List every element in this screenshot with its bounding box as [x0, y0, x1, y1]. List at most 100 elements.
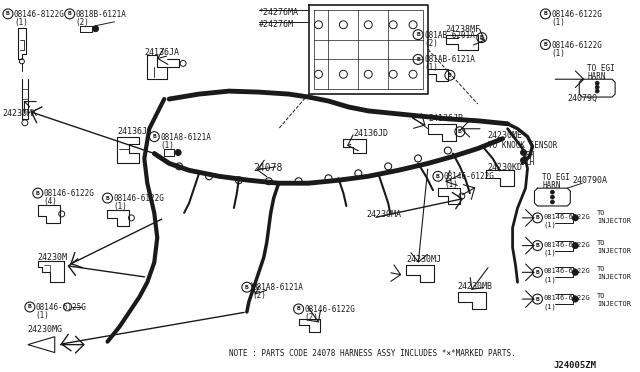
Text: 24079Q: 24079Q	[567, 94, 597, 103]
Text: (1): (1)	[552, 48, 565, 58]
Text: (1): (1)	[552, 18, 565, 27]
Text: (1): (1)	[14, 18, 28, 27]
Text: INJECTOR: INJECTOR	[597, 274, 631, 280]
Circle shape	[93, 26, 99, 32]
Text: *24276MA: *24276MA	[259, 8, 299, 17]
Circle shape	[595, 89, 599, 93]
Text: B: B	[152, 134, 156, 139]
Text: TO: TO	[597, 266, 605, 272]
Text: #24276M: #24276M	[259, 20, 294, 29]
Circle shape	[572, 215, 579, 221]
Text: (1): (1)	[36, 311, 50, 320]
Circle shape	[572, 269, 579, 275]
Text: B: B	[416, 32, 420, 37]
Text: 08146-6122G: 08146-6122G	[552, 41, 602, 49]
Circle shape	[595, 85, 599, 89]
Text: HARN: HARN	[588, 72, 605, 81]
Text: B: B	[6, 12, 10, 16]
Text: B: B	[458, 129, 461, 134]
Text: 24230MK: 24230MK	[2, 109, 37, 118]
Text: 24230KD: 24230KD	[488, 163, 523, 172]
Text: B: B	[297, 307, 300, 311]
Text: (1): (1)	[543, 276, 556, 283]
Text: J24005ZM: J24005ZM	[554, 362, 596, 371]
Circle shape	[520, 157, 527, 163]
Text: (1): (1)	[543, 222, 556, 228]
Text: 08146-6122G: 08146-6122G	[543, 295, 590, 301]
Text: 08146-6122G: 08146-6122G	[444, 172, 495, 181]
Text: INJECTOR: INJECTOR	[597, 301, 631, 307]
Circle shape	[572, 296, 579, 302]
Text: 24136J: 24136J	[118, 127, 147, 136]
Text: 24230MB: 24230MB	[458, 282, 493, 291]
Text: 24230MJ: 24230MJ	[406, 256, 441, 264]
Text: B: B	[68, 12, 72, 16]
Text: 24230M: 24230M	[38, 253, 68, 262]
Text: TO: TO	[597, 293, 605, 299]
Text: 24238MF: 24238MF	[446, 25, 481, 34]
Text: 08146-8122G: 08146-8122G	[14, 10, 65, 19]
Text: (2): (2)	[76, 18, 90, 27]
Text: TO KNOCK SENSOR: TO KNOCK SENSOR	[488, 141, 557, 150]
Text: 0818B-6121A: 0818B-6121A	[76, 10, 127, 19]
Text: (1): (1)	[424, 63, 438, 73]
Text: 24136JA: 24136JA	[145, 48, 179, 57]
Text: TO EGI: TO EGI	[588, 64, 615, 73]
Text: 081A8-6121A: 081A8-6121A	[160, 133, 211, 142]
Text: TO: TO	[597, 240, 605, 246]
Circle shape	[550, 200, 554, 204]
Text: B: B	[536, 270, 540, 275]
Text: TO EGI: TO EGI	[543, 173, 570, 182]
Text: B: B	[543, 12, 547, 16]
Text: 08146-6122G: 08146-6122G	[44, 189, 95, 198]
Text: 24136JD: 24136JD	[353, 129, 388, 138]
Text: (1): (1)	[113, 202, 127, 211]
Text: INJECTOR: INJECTOR	[597, 218, 631, 224]
Text: LH: LH	[525, 158, 535, 167]
Text: 24078: 24078	[254, 163, 283, 173]
Circle shape	[520, 150, 527, 155]
Text: B: B	[536, 296, 540, 302]
Text: B: B	[28, 305, 32, 310]
Text: (1): (1)	[160, 141, 174, 150]
Text: INJECTOR: INJECTOR	[597, 248, 631, 254]
Text: (1): (1)	[543, 303, 556, 310]
Text: (2): (2)	[305, 313, 319, 322]
Circle shape	[595, 81, 599, 85]
Text: 08146-6122G: 08146-6122G	[113, 194, 164, 203]
Text: B: B	[543, 42, 547, 47]
Text: B: B	[480, 35, 484, 40]
Text: 08146-6122G: 08146-6122G	[305, 305, 355, 314]
Text: 08146-6125G: 08146-6125G	[36, 303, 86, 312]
Text: B: B	[536, 215, 540, 220]
Text: 081AB-6201A: 081AB-6201A	[424, 31, 475, 40]
Text: NOTE : PARTS CODE 24078 HARNESS ASSY INCLUDES *×*MARKED PARTS.: NOTE : PARTS CODE 24078 HARNESS ASSY INC…	[229, 349, 516, 357]
Text: (1): (1)	[444, 180, 458, 189]
Text: 08146-6122G: 08146-6122G	[543, 242, 590, 248]
Text: 24230ME: 24230ME	[488, 131, 523, 140]
Text: 08146-6122G: 08146-6122G	[543, 214, 590, 220]
Text: B: B	[536, 243, 540, 248]
Text: RH: RH	[525, 151, 535, 160]
Text: B: B	[106, 196, 109, 201]
Circle shape	[572, 243, 579, 248]
Text: (2): (2)	[424, 39, 438, 48]
Text: 081A8-6121A: 081A8-6121A	[253, 283, 304, 292]
Text: 08146-6122G: 08146-6122G	[543, 268, 590, 275]
Text: 24136JB: 24136JB	[428, 114, 463, 123]
Text: B: B	[245, 285, 249, 290]
Text: 081AB-6121A: 081AB-6121A	[424, 55, 475, 64]
Text: (1): (1)	[543, 250, 556, 256]
Text: (2): (2)	[253, 291, 267, 300]
Text: B: B	[448, 73, 452, 78]
Text: 24230MG: 24230MG	[28, 325, 63, 334]
Text: B: B	[436, 174, 440, 179]
Text: TO: TO	[597, 210, 605, 216]
Text: (4): (4)	[44, 197, 58, 206]
Circle shape	[550, 190, 554, 194]
Text: 24230MA: 24230MA	[366, 210, 401, 219]
Text: B: B	[416, 57, 420, 62]
Text: 240790A: 240790A	[572, 176, 607, 185]
Circle shape	[550, 195, 554, 199]
Circle shape	[175, 150, 181, 155]
